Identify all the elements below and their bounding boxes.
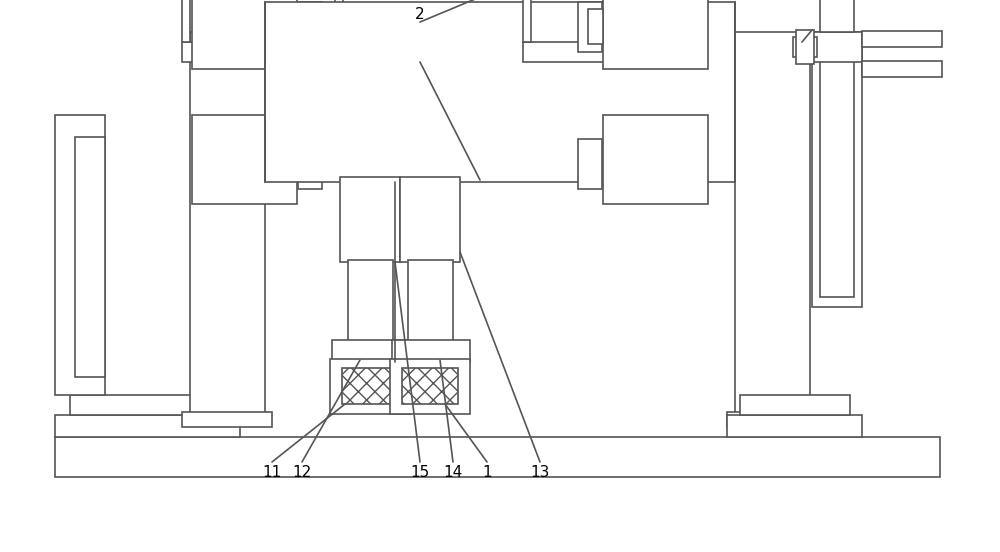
Bar xyxy=(578,139,602,189)
Bar xyxy=(182,42,342,62)
Bar xyxy=(288,9,303,44)
Text: 11: 11 xyxy=(262,465,282,480)
Bar xyxy=(735,32,810,422)
Bar xyxy=(862,61,942,77)
Text: 2: 2 xyxy=(415,7,425,22)
Bar xyxy=(70,395,225,415)
Bar xyxy=(265,2,735,182)
Bar xyxy=(603,0,708,69)
Bar xyxy=(862,31,942,47)
Bar xyxy=(820,42,854,297)
Bar xyxy=(523,42,683,62)
Bar xyxy=(192,0,297,69)
Bar xyxy=(335,0,343,42)
Bar xyxy=(298,2,322,52)
Bar xyxy=(610,122,700,197)
Bar xyxy=(402,368,458,404)
Bar xyxy=(298,139,322,189)
Bar xyxy=(793,37,817,57)
Bar xyxy=(190,32,265,422)
Text: 14: 14 xyxy=(443,465,463,480)
Bar xyxy=(675,0,683,42)
Bar xyxy=(523,0,531,42)
Bar xyxy=(740,395,850,415)
Bar xyxy=(390,359,470,414)
Bar xyxy=(392,340,470,362)
Bar xyxy=(400,177,460,262)
Bar xyxy=(200,122,290,197)
Bar xyxy=(812,32,862,307)
Text: 15: 15 xyxy=(410,465,430,480)
Bar xyxy=(55,437,940,477)
Bar xyxy=(727,415,862,437)
Bar xyxy=(727,412,817,427)
Bar xyxy=(332,340,410,362)
Bar xyxy=(330,359,410,414)
Bar xyxy=(820,0,854,32)
Bar xyxy=(796,30,814,64)
Bar xyxy=(75,137,105,377)
Bar xyxy=(55,115,105,395)
Bar xyxy=(348,260,393,342)
Bar xyxy=(200,0,290,62)
Bar xyxy=(340,177,400,262)
Bar xyxy=(182,0,190,42)
Bar xyxy=(192,115,297,204)
Bar xyxy=(182,412,272,427)
Bar xyxy=(610,0,700,62)
Bar xyxy=(603,115,708,204)
Bar xyxy=(55,415,240,437)
Text: 13: 13 xyxy=(530,465,550,480)
Bar xyxy=(812,32,862,62)
Bar xyxy=(408,260,453,342)
Bar xyxy=(578,2,602,52)
Bar xyxy=(588,9,603,44)
Text: 1: 1 xyxy=(482,465,492,480)
Bar xyxy=(342,368,398,404)
Text: 12: 12 xyxy=(292,465,312,480)
